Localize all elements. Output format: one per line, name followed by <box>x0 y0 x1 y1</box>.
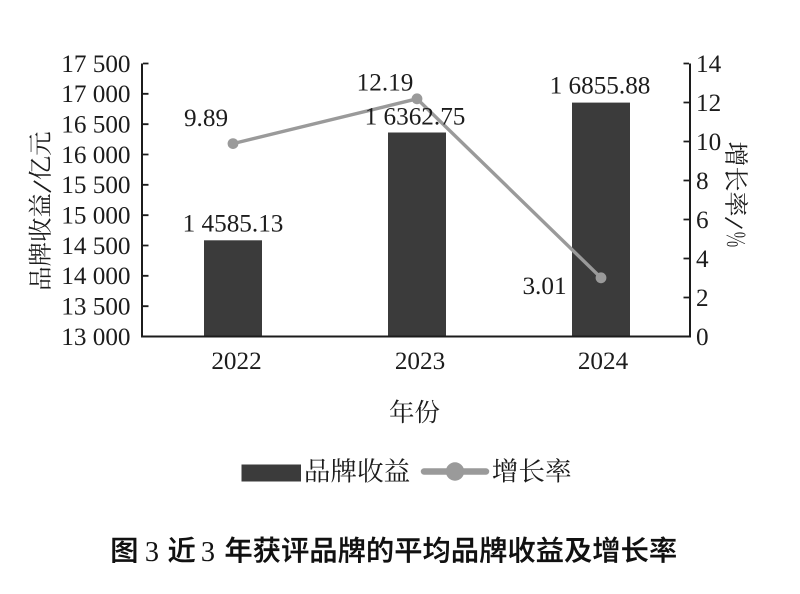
svg-text:3: 3 <box>201 537 215 568</box>
svg-text:12: 12 <box>696 90 721 117</box>
svg-text:14 500: 14 500 <box>61 233 130 260</box>
svg-text:3: 3 <box>145 537 159 568</box>
svg-text:17 000: 17 000 <box>61 81 130 108</box>
svg-text:15 000: 15 000 <box>61 202 130 229</box>
svg-text:0: 0 <box>696 324 709 351</box>
svg-text:1 4585.13: 1 4585.13 <box>183 211 284 238</box>
svg-text:13 500: 13 500 <box>61 293 130 320</box>
svg-text:12.19: 12.19 <box>357 70 414 97</box>
svg-text:6: 6 <box>696 207 709 234</box>
svg-text:15 500: 15 500 <box>61 172 130 199</box>
svg-text:14 000: 14 000 <box>61 263 130 290</box>
svg-text:13 000: 13 000 <box>61 324 130 351</box>
svg-text:8: 8 <box>696 168 709 195</box>
svg-text:1 6362.75: 1 6362.75 <box>365 104 466 131</box>
svg-text:2022: 2022 <box>211 348 261 375</box>
svg-text:16 000: 16 000 <box>61 142 130 169</box>
svg-text:10: 10 <box>696 129 721 156</box>
svg-text:9.89: 9.89 <box>184 105 228 132</box>
svg-text:4: 4 <box>696 246 709 273</box>
svg-text:2: 2 <box>696 285 709 312</box>
svg-text:16 500: 16 500 <box>61 111 130 138</box>
svg-text:3.01: 3.01 <box>522 273 566 300</box>
svg-text:2024: 2024 <box>578 348 629 375</box>
svg-text:1 6855.88: 1 6855.88 <box>550 73 651 100</box>
svg-text:2023: 2023 <box>395 348 445 375</box>
svg-text:14: 14 <box>696 51 722 78</box>
svg-text:17 500: 17 500 <box>61 51 130 78</box>
